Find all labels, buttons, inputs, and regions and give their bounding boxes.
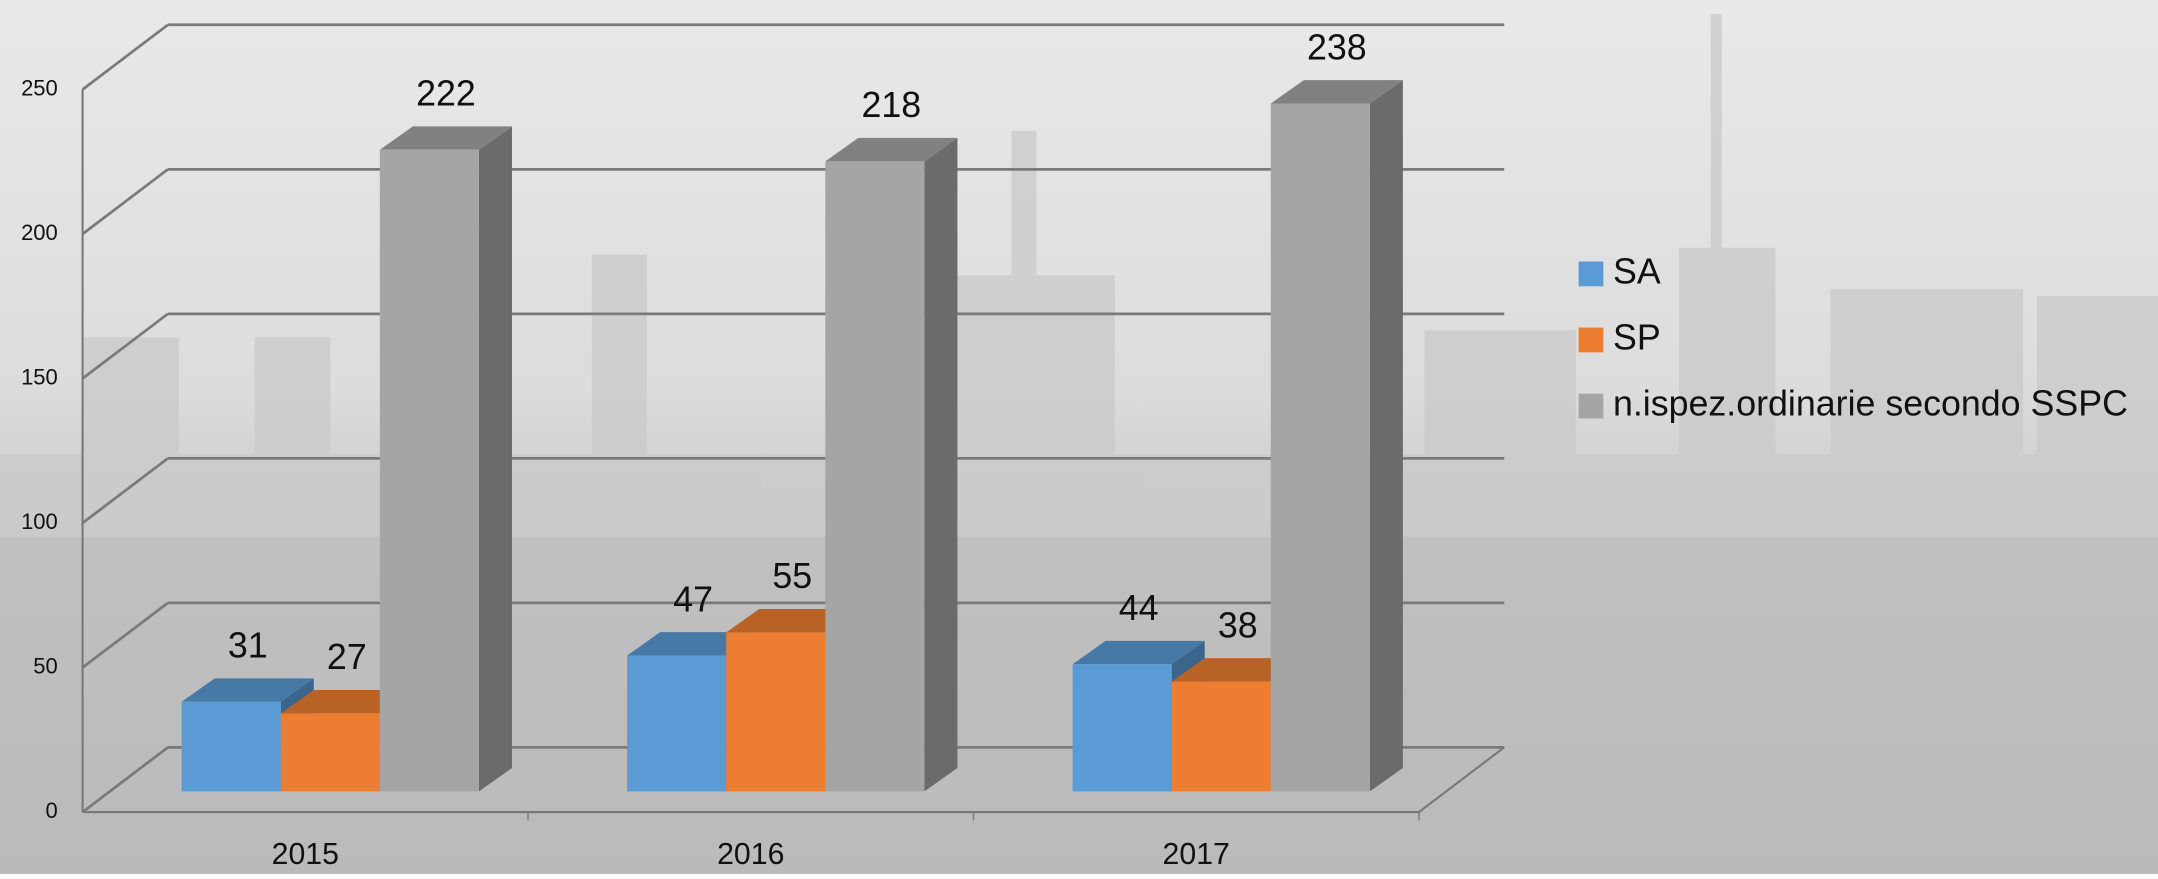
bar xyxy=(825,161,924,791)
bar-side xyxy=(479,126,512,791)
page: 0 50 100 150 200 250 2015 31 27 222 2016 47 55 218 201… xyxy=(0,0,2158,874)
bar-side xyxy=(1370,80,1403,791)
value-label: 38 xyxy=(1218,605,1258,645)
y-tick-label: 0 xyxy=(46,798,58,823)
value-label: 31 xyxy=(228,626,268,666)
value-label: 27 xyxy=(327,637,367,677)
y-tick-label: 100 xyxy=(21,509,58,534)
bar xyxy=(1172,682,1271,792)
bar xyxy=(281,713,380,791)
legend-swatch xyxy=(1579,328,1604,353)
legend-label: SP xyxy=(1613,317,1661,357)
chart: 0 50 100 150 200 250 2015 31 27 222 2016 47 55 218 201… xyxy=(0,0,2158,874)
bar xyxy=(1271,104,1370,792)
y-tick-label: 50 xyxy=(33,653,58,678)
legend-label: n.ispez.ordinarie secondo SSPC xyxy=(1613,383,2128,423)
value-label: 44 xyxy=(1119,588,1159,628)
value-label: 238 xyxy=(1307,27,1367,67)
value-label: 222 xyxy=(416,74,476,114)
bar-side xyxy=(924,138,957,791)
legend-label: SA xyxy=(1613,251,1661,291)
value-label: 47 xyxy=(673,579,713,619)
bar xyxy=(627,656,726,792)
y-tick-label: 200 xyxy=(21,220,58,245)
value-label: 55 xyxy=(772,556,812,596)
legend-swatch xyxy=(1579,262,1604,287)
x-tick-label: 2017 xyxy=(1163,838,1230,871)
value-label: 218 xyxy=(862,85,922,125)
y-tick-label: 150 xyxy=(21,364,58,389)
bar xyxy=(380,150,479,792)
bar xyxy=(182,702,281,792)
x-tick-label: 2015 xyxy=(272,838,339,871)
bar xyxy=(1073,664,1172,791)
bar xyxy=(726,632,825,791)
x-tick-label: 2016 xyxy=(717,838,784,871)
y-tick-label: 250 xyxy=(21,75,58,100)
legend-swatch xyxy=(1579,394,1604,419)
